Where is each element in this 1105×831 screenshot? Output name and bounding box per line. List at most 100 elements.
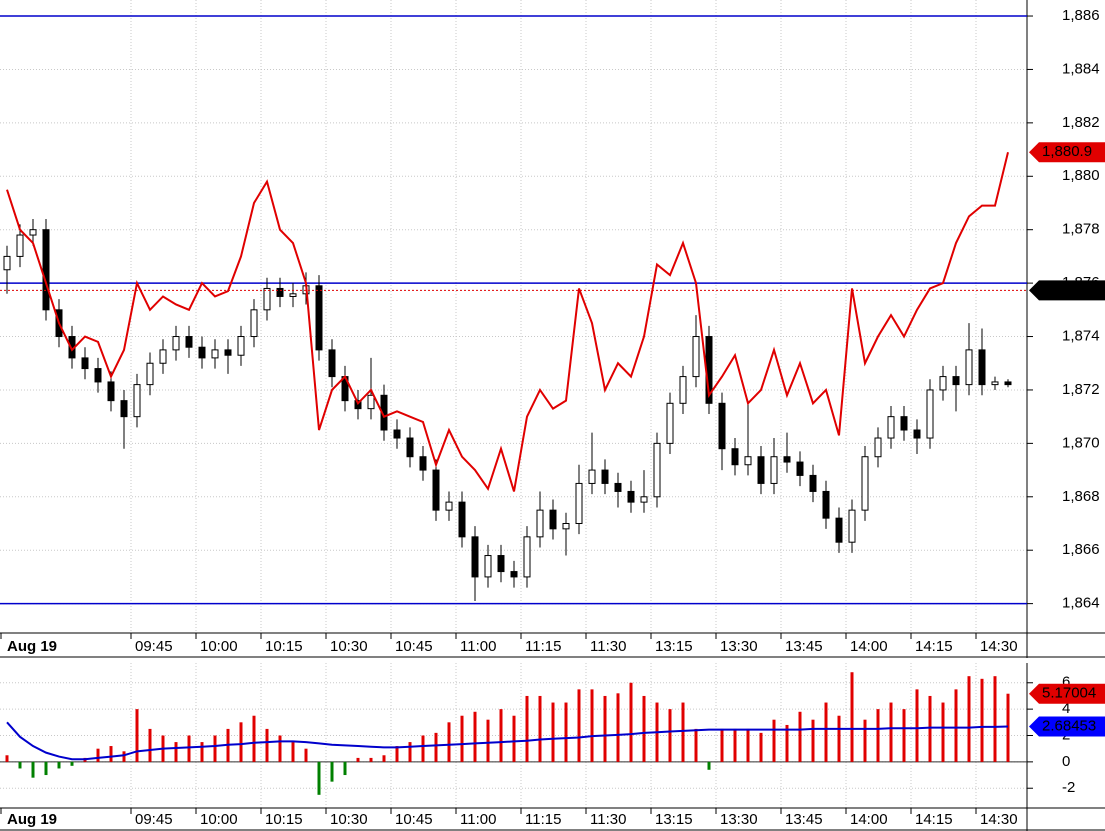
bar [512, 715, 516, 762]
candle-body [29, 229, 37, 236]
candle-body [601, 469, 609, 484]
candle-body [3, 255, 11, 271]
candle-body [679, 376, 687, 404]
bar [330, 761, 334, 782]
candle-body [419, 456, 427, 471]
candle-body [471, 536, 479, 578]
bar [746, 728, 750, 762]
x-tick-label: 13:30 [720, 811, 758, 828]
candle-body [458, 501, 466, 538]
candle-body [692, 336, 700, 378]
y-tick-label: -2 [1062, 779, 1075, 796]
candle-body [627, 490, 635, 503]
candle-body [874, 437, 882, 458]
y-tick-label: 1,866 [1062, 541, 1100, 558]
candle-body [783, 456, 791, 463]
candle-body [81, 357, 89, 370]
bar [200, 742, 204, 762]
bar [668, 709, 672, 762]
y-tick-label: 1,872 [1062, 381, 1100, 398]
bar [148, 728, 152, 762]
x-tick-label: 14:30 [980, 811, 1018, 828]
candle-body [276, 287, 284, 297]
candle-body [653, 442, 661, 498]
x-tick-label: 10:15 [265, 811, 303, 828]
marker-label: 2.68453 [1042, 717, 1096, 734]
y-tick-label: 1,882 [1062, 114, 1100, 131]
x-tick-label: 11:15 [525, 811, 561, 828]
bar [967, 676, 971, 762]
x-tick-label: 13:45 [785, 638, 823, 655]
x-tick-label: 11:00 [460, 638, 496, 655]
bar [824, 702, 828, 762]
bar [616, 693, 620, 762]
candle-body [510, 571, 518, 578]
y-tick-label: 1,884 [1062, 60, 1100, 77]
candle-body [536, 509, 544, 538]
candle-body [549, 509, 557, 530]
candle-body [718, 402, 726, 450]
bar [18, 761, 22, 769]
x-tick-label: Aug 19 [7, 811, 57, 828]
marker-label: 1,880.9 [1042, 143, 1092, 160]
x-tick-label: 13:15 [655, 811, 693, 828]
candle-body [822, 490, 830, 519]
bar [577, 689, 581, 762]
line-series [6, 721, 1009, 761]
x-tick-label: 14:15 [915, 811, 953, 828]
marker-label: 5.17004 [1042, 685, 1096, 702]
bar [551, 702, 555, 762]
y-tick-label: 0 [1062, 753, 1070, 770]
candle-body [497, 555, 505, 573]
x-tick-label: 11:30 [590, 638, 626, 655]
bar [187, 735, 191, 762]
y-tick-label: 1,886 [1062, 7, 1100, 24]
candle-body [94, 368, 102, 383]
bar [707, 761, 711, 770]
candle-body [185, 336, 193, 348]
candle-body [172, 336, 180, 351]
x-tick-label: 10:45 [395, 638, 433, 655]
x-tick-label: 14:15 [915, 638, 953, 655]
bar [421, 735, 425, 762]
x-tick-label: 10:00 [200, 638, 238, 655]
x-tick-label: 11:15 [525, 638, 561, 655]
candle-body [250, 309, 258, 338]
x-tick-label: 14:30 [980, 638, 1018, 655]
bar [356, 757, 360, 762]
bar [720, 728, 724, 762]
candle-body [224, 349, 232, 356]
bar [96, 748, 100, 762]
candle-body [393, 429, 401, 439]
y-tick-label: 1,878 [1062, 221, 1100, 238]
bar [317, 761, 321, 795]
bar [928, 695, 932, 762]
bar [590, 689, 594, 762]
bar [902, 709, 906, 762]
candle-body [900, 416, 908, 431]
candle-body [731, 448, 739, 466]
bar [174, 742, 178, 762]
candle-body [978, 349, 986, 386]
bar [473, 711, 477, 762]
bar [1006, 693, 1010, 762]
candle-body [432, 469, 440, 511]
bar [785, 724, 789, 762]
candle-body [835, 517, 843, 543]
x-tick-label: 11:30 [590, 811, 626, 828]
bar [408, 742, 412, 762]
x-tick-label: 09:45 [135, 638, 173, 655]
bar [681, 702, 685, 762]
candle-body [965, 349, 973, 386]
x-tick-label: 11:00 [460, 811, 496, 828]
candle-body [991, 381, 999, 386]
bar [694, 728, 698, 762]
bar [382, 755, 386, 762]
bar [486, 719, 490, 762]
x-tick-label: 14:00 [850, 811, 888, 828]
candle-body [575, 482, 583, 524]
bar [564, 702, 568, 762]
y-tick-label: 1,864 [1062, 595, 1100, 612]
bar [642, 695, 646, 762]
candle-body [861, 456, 869, 511]
